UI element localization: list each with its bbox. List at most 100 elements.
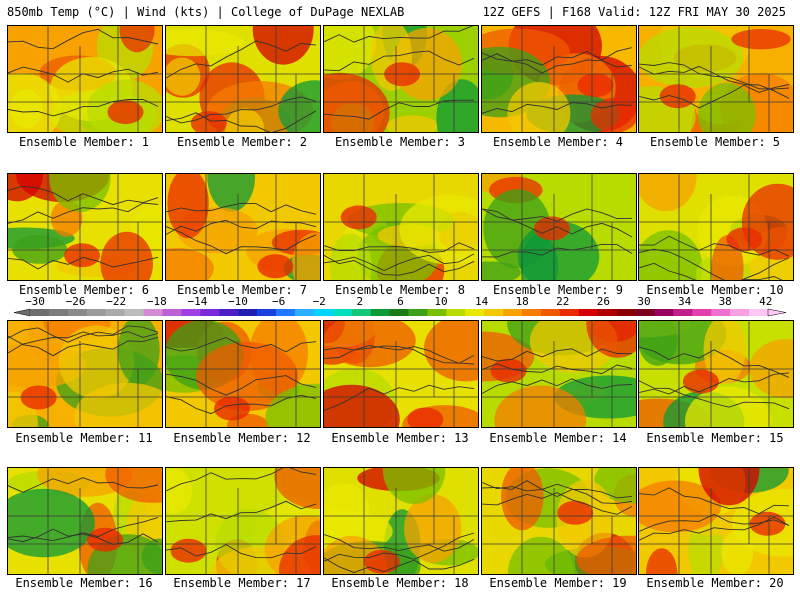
colorbar-tick-label: 26 xyxy=(596,295,611,308)
temperature-region xyxy=(386,115,439,132)
contour-line xyxy=(482,47,633,66)
colorbar-tick-label: 22 xyxy=(556,295,570,308)
colorbar-tick-label: −2 xyxy=(312,295,326,308)
colorbar-segment xyxy=(408,309,428,316)
warm-core xyxy=(407,407,444,427)
colorbar-segment xyxy=(67,309,88,316)
temperature-region xyxy=(58,325,135,399)
state-borders xyxy=(166,26,320,132)
warm-core xyxy=(659,84,696,109)
contour-line xyxy=(166,219,317,235)
temperature-region xyxy=(324,26,377,80)
colorbar-tick-label: −26 xyxy=(65,295,86,308)
contour-line xyxy=(8,185,159,206)
contour-line xyxy=(8,331,159,354)
ensemble-map-panel xyxy=(165,25,321,133)
colorbar-segment xyxy=(30,309,50,316)
ensemble-map-panel xyxy=(165,320,321,428)
contour-line xyxy=(166,96,317,124)
state-borders xyxy=(639,26,793,132)
ensemble-member-label: Ensemble Member: 13 xyxy=(331,431,469,445)
colorbar-tick-label: −18 xyxy=(146,295,167,308)
temperature-region xyxy=(166,29,245,57)
colorbar-segment xyxy=(540,309,561,316)
warm-core xyxy=(170,538,207,563)
colorbar-segment xyxy=(276,309,296,316)
ensemble-member-label: Ensemble Member: 1 xyxy=(18,135,150,149)
ensemble-member-label: Ensemble Member: 10 xyxy=(646,283,784,297)
colorbar-segment xyxy=(143,309,163,316)
ensemble-member-label: Ensemble Member: 19 xyxy=(489,576,627,590)
colorbar-segment xyxy=(313,309,334,316)
temperature-region xyxy=(590,97,636,132)
colorbar-segment xyxy=(484,309,504,316)
ensemble-member-label: Ensemble Member: 15 xyxy=(646,431,784,445)
temperature-region xyxy=(74,382,162,427)
ensemble-member-label: Ensemble Member: 3 xyxy=(334,135,466,149)
ensemble-member-label: Ensemble Member: 11 xyxy=(15,431,153,445)
contour-line xyxy=(8,98,159,117)
state-borders xyxy=(166,174,320,280)
contour-line xyxy=(324,253,475,272)
warm-core xyxy=(107,100,144,125)
contour-line xyxy=(324,50,475,72)
colorbar-segment xyxy=(105,309,125,316)
ensemble-map-panel xyxy=(7,320,163,428)
ensemble-map-panel xyxy=(638,25,794,133)
colorbar-tick-label: 2 xyxy=(356,295,364,308)
colorbar-tick-label: −14 xyxy=(187,295,208,308)
contour-line xyxy=(482,363,633,375)
state-borders xyxy=(324,174,478,280)
temperature-region xyxy=(274,468,320,509)
temperature-region xyxy=(291,232,320,280)
colorbar-segment xyxy=(559,309,580,316)
ensemble-member-label: Ensemble Member: 8 xyxy=(334,283,466,297)
colorbar-tick-label: −6 xyxy=(271,295,286,308)
temperature-region xyxy=(382,468,446,504)
contour-line xyxy=(639,346,790,378)
colorbar-tick-label: 34 xyxy=(677,295,692,308)
temperature-region xyxy=(166,247,214,280)
ensemble-member-label: Ensemble Member: 6 xyxy=(18,283,150,297)
warm-core xyxy=(340,205,377,230)
temperature-region xyxy=(639,174,697,212)
contour-line xyxy=(8,325,159,343)
colorbar-segment xyxy=(578,309,598,316)
ensemble-map-panel xyxy=(481,25,637,133)
temperature-field xyxy=(324,26,478,132)
warm-core xyxy=(257,254,294,279)
contour-line xyxy=(639,372,790,395)
temperature-region xyxy=(278,80,320,132)
colorbar-segment xyxy=(597,309,617,316)
colorbar-segment xyxy=(446,309,466,316)
contour-line xyxy=(482,492,633,515)
colorbar-tick-label: 6 xyxy=(397,295,404,308)
colorbar-tick-label: −30 xyxy=(25,295,45,308)
colorbar-segment xyxy=(616,309,636,316)
temperature-field xyxy=(639,321,793,427)
temperature-field xyxy=(8,321,162,427)
contour-line xyxy=(324,384,475,411)
colorbar-segment xyxy=(351,309,371,316)
contour-line xyxy=(8,528,159,545)
ensemble-member-label: Ensemble Member: 16 xyxy=(15,576,153,590)
ensemble-member-label: Ensemble Member: 12 xyxy=(173,431,311,445)
contour-line xyxy=(8,516,159,542)
colorbar-tick-label: 18 xyxy=(515,295,529,308)
temperature-region xyxy=(8,488,95,558)
temperature-region xyxy=(324,321,416,368)
contour-line xyxy=(482,480,633,499)
contour-line xyxy=(639,257,790,280)
temperature-region xyxy=(49,174,111,212)
contour-line xyxy=(482,348,633,362)
temperature-region xyxy=(324,384,400,427)
temperature-region xyxy=(520,234,559,280)
temperature-region xyxy=(404,494,462,563)
contour-line xyxy=(324,534,475,552)
temperature-field xyxy=(482,26,636,132)
ensemble-member-label: Ensemble Member: 2 xyxy=(176,135,308,149)
colorbar-segment xyxy=(749,309,769,316)
colorbar-tick-label: 10 xyxy=(434,295,448,308)
temperature-region xyxy=(494,385,587,427)
contour-line xyxy=(8,28,159,50)
